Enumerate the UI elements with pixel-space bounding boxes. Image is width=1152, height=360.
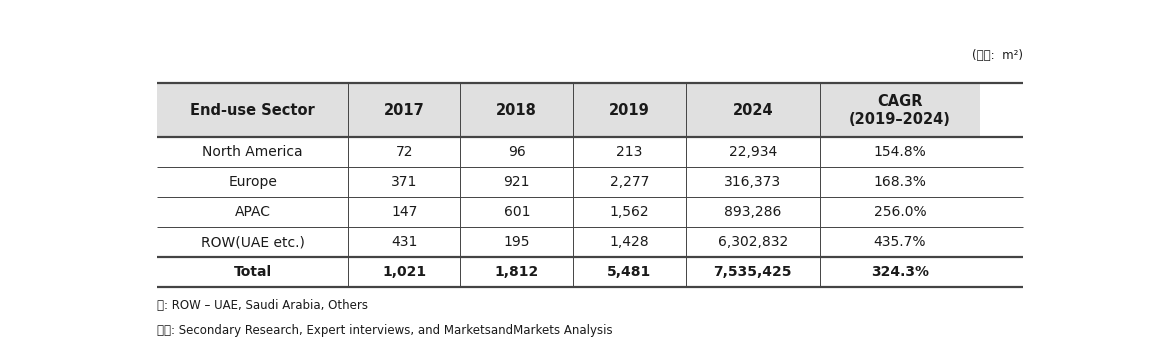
- Text: 5,481: 5,481: [607, 265, 652, 279]
- Bar: [573, 197, 685, 227]
- Text: APAC: APAC: [235, 205, 271, 219]
- Text: 371: 371: [391, 175, 417, 189]
- Text: CAGR
(2019–2024): CAGR (2019–2024): [849, 94, 950, 127]
- Bar: [820, 167, 980, 197]
- Text: 316,373: 316,373: [725, 175, 781, 189]
- Bar: [820, 138, 980, 167]
- Text: 601: 601: [503, 205, 530, 219]
- Text: 893,286: 893,286: [725, 205, 781, 219]
- Bar: [685, 197, 820, 227]
- Bar: [461, 138, 573, 167]
- Text: 22,934: 22,934: [729, 145, 776, 159]
- Bar: [158, 167, 348, 197]
- Bar: [820, 227, 980, 257]
- Bar: [461, 197, 573, 227]
- Text: 2019: 2019: [609, 103, 650, 118]
- Text: 출처: Secondary Research, Expert interviews, and MarketsandMarkets Analysis: 출처: Secondary Research, Expert interview…: [158, 324, 613, 337]
- Bar: [685, 227, 820, 257]
- Bar: [820, 197, 980, 227]
- Text: 195: 195: [503, 235, 530, 249]
- Bar: [573, 167, 685, 197]
- Bar: [685, 257, 820, 287]
- Bar: [685, 138, 820, 167]
- Text: 2017: 2017: [384, 103, 425, 118]
- Bar: [461, 257, 573, 287]
- Text: 256.0%: 256.0%: [873, 205, 926, 219]
- Text: Europe: Europe: [228, 175, 278, 189]
- Bar: [573, 138, 685, 167]
- Text: 2018: 2018: [497, 103, 537, 118]
- Bar: [348, 227, 461, 257]
- Bar: [158, 257, 348, 287]
- Text: End-use Sector: End-use Sector: [190, 103, 314, 118]
- Bar: [348, 257, 461, 287]
- Bar: [461, 227, 573, 257]
- Text: 324.3%: 324.3%: [871, 265, 929, 279]
- Text: 435.7%: 435.7%: [873, 235, 926, 249]
- Bar: [573, 227, 685, 257]
- Text: 7,535,425: 7,535,425: [713, 265, 793, 279]
- Text: Total: Total: [234, 265, 272, 279]
- Text: 1,812: 1,812: [494, 265, 539, 279]
- Text: North America: North America: [203, 145, 303, 159]
- Text: 921: 921: [503, 175, 530, 189]
- Bar: [348, 197, 461, 227]
- Text: 213: 213: [616, 145, 643, 159]
- Bar: [348, 84, 461, 138]
- Text: 2,277: 2,277: [609, 175, 649, 189]
- Text: 72: 72: [395, 145, 412, 159]
- Text: 주: ROW – UAE, Saudi Arabia, Others: 주: ROW – UAE, Saudi Arabia, Others: [158, 299, 369, 312]
- Bar: [461, 167, 573, 197]
- Bar: [348, 138, 461, 167]
- Text: 96: 96: [508, 145, 525, 159]
- Text: 6,302,832: 6,302,832: [718, 235, 788, 249]
- Text: 2024: 2024: [733, 103, 773, 118]
- Text: 431: 431: [391, 235, 417, 249]
- Text: (단위:  m²): (단위: m²): [972, 49, 1023, 62]
- Bar: [685, 167, 820, 197]
- Bar: [820, 257, 980, 287]
- Text: ROW(UAE etc.): ROW(UAE etc.): [200, 235, 304, 249]
- Bar: [820, 84, 980, 138]
- Bar: [573, 257, 685, 287]
- Text: 147: 147: [391, 205, 417, 219]
- Text: 1,021: 1,021: [382, 265, 426, 279]
- Bar: [158, 84, 348, 138]
- Bar: [158, 197, 348, 227]
- Bar: [685, 84, 820, 138]
- Bar: [158, 227, 348, 257]
- Text: 154.8%: 154.8%: [873, 145, 926, 159]
- Bar: [461, 84, 573, 138]
- Text: 168.3%: 168.3%: [873, 175, 926, 189]
- Text: 1,428: 1,428: [609, 235, 650, 249]
- Bar: [158, 138, 348, 167]
- Text: 1,562: 1,562: [609, 205, 650, 219]
- Bar: [573, 84, 685, 138]
- Bar: [348, 167, 461, 197]
